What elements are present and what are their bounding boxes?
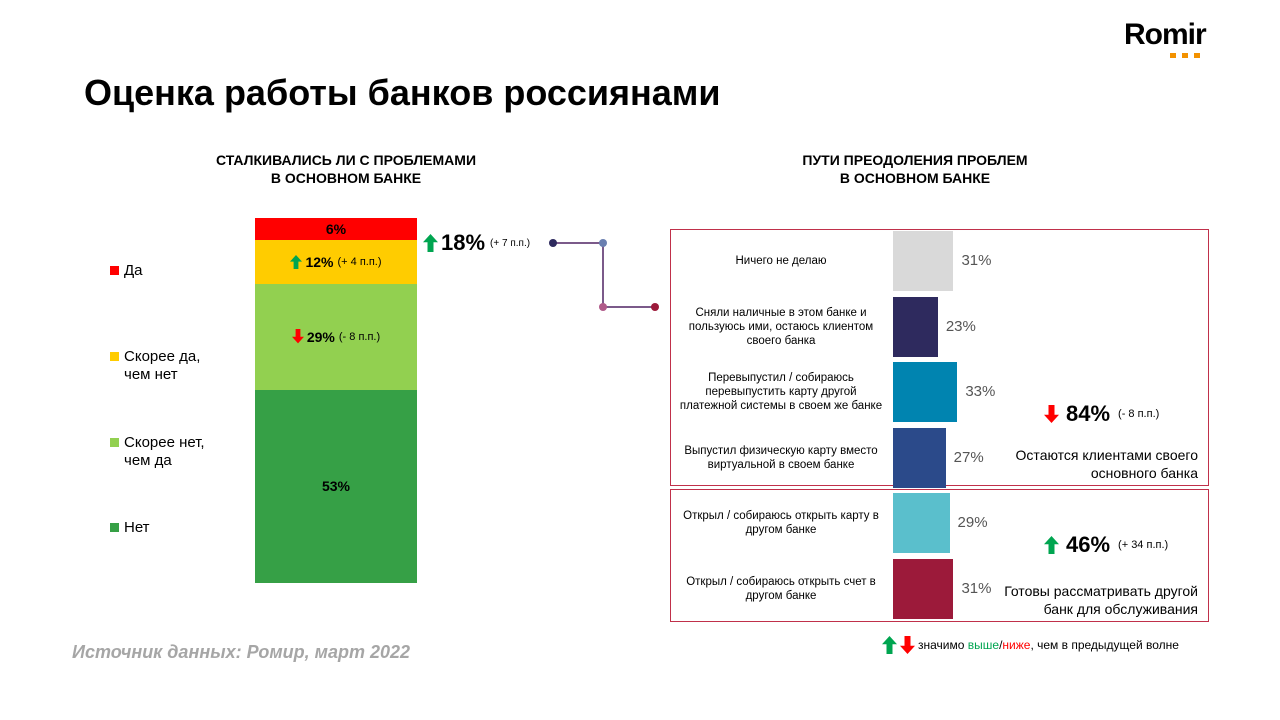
- bar-segment: [255, 389, 417, 583]
- group-text: Остаются клиентами своего основного банк…: [1015, 447, 1198, 481]
- group-summary: 46% (+ 34 п.п.): [1044, 532, 1168, 558]
- group-change: (+ 34 п.п.): [1118, 539, 1169, 551]
- value-label: 53%: [321, 478, 351, 495]
- footnote-text: , чем в предыдущей волне: [1030, 638, 1179, 652]
- value-label: 33%: [965, 383, 996, 400]
- bar-segment: [255, 283, 417, 390]
- logo: Romir: [1124, 18, 1207, 51]
- group-summary: 84% (- 8 п.п.): [1044, 401, 1159, 427]
- bar-segment: [255, 239, 417, 284]
- legend-item: Скорее да, чем нет: [110, 348, 220, 384]
- chart-title: В ОСНОВНОМ БАНКЕ: [270, 170, 422, 186]
- chart-title: СТАЛКИВАЛИСЬ ЛИ С ПРОБЛЕМАМИ: [215, 152, 477, 168]
- summary: 18% (+ 7 п.п.): [423, 230, 530, 256]
- legend-swatch: [110, 523, 119, 532]
- bar: [893, 493, 950, 553]
- data-label: 53%: [255, 390, 417, 583]
- bar: [893, 362, 958, 422]
- category-label: Выпустил физическую карту вместо виртуал…: [684, 444, 878, 471]
- footnote-text: ниже: [1002, 638, 1031, 652]
- bar: [893, 558, 954, 619]
- value-label: 29%: [306, 328, 335, 345]
- connector: [549, 239, 659, 311]
- category-label: Открыл / собираюсь открыть карту в друго…: [683, 510, 879, 536]
- bar: [893, 427, 946, 488]
- arrow-down: [900, 636, 915, 654]
- source: Источник данных: Ромир, март 2022: [72, 642, 411, 662]
- legend-swatch: [110, 352, 119, 361]
- legend-swatch: [110, 266, 119, 275]
- data-label: 29% (- 8 п.п.): [255, 284, 417, 390]
- data-label: 12% (+ 4 п.п.): [255, 240, 417, 284]
- change-label: (+ 4 п.п.): [337, 255, 382, 268]
- value-label: 31%: [961, 579, 992, 597]
- footnote: значимо выше / ниже, чем в предыдущей волн…: [882, 636, 1179, 654]
- group-box: [670, 489, 1209, 622]
- bar: [893, 296, 938, 357]
- footnote-arrows: [882, 636, 918, 654]
- chart-title: ПУТИ ПРЕОДОЛЕНИЯ ПРОБЛЕМ: [802, 152, 1028, 168]
- legend-item: Скорее нет, чем да: [110, 434, 220, 470]
- summary-value: 18%: [441, 230, 486, 255]
- legend-label: Нет: [124, 519, 150, 536]
- category-label: Сняли наличные в этом банке и пользуюсь …: [688, 306, 874, 347]
- group-value: 46%: [1066, 532, 1111, 557]
- legend-item: Нет: [110, 519, 220, 537]
- value-label: 29%: [957, 514, 988, 531]
- summary-change: (+ 7 п.п.): [490, 237, 531, 249]
- footnote-text: значимо: [918, 638, 965, 652]
- arrow-up: [423, 234, 438, 252]
- chart-title: В ОСНОВНОМ БАНКЕ: [839, 170, 991, 186]
- legend-label: Скорее нет, чем да: [124, 434, 205, 469]
- group-value: 84%: [1066, 401, 1111, 426]
- legend-item: Да: [110, 262, 220, 280]
- value-label: 27%: [953, 448, 984, 466]
- bar-segment: [255, 218, 417, 240]
- arrow-up: [1044, 536, 1059, 554]
- logo-dots: [1170, 53, 1200, 58]
- footnote-text: /: [999, 638, 1003, 652]
- change-label: (- 8 п.п.): [338, 330, 381, 343]
- legend-label: Скорее да, чем нет: [124, 348, 201, 383]
- legend-swatch: [110, 438, 119, 447]
- arrow-up: [290, 254, 303, 269]
- value-label: 12%: [305, 253, 334, 270]
- data-label: 6%: [255, 218, 417, 240]
- group-text: Готовы рассматривать другой банк для обс…: [1004, 583, 1198, 617]
- slide-title: Оценка работы банков россиянами: [84, 72, 721, 113]
- value-label: 23%: [945, 317, 976, 335]
- category-label: Открыл / собираюсь открыть счет в другом…: [686, 575, 876, 602]
- value-label: 31%: [961, 252, 992, 269]
- value-label: 6%: [325, 220, 347, 237]
- arrow-down: [291, 329, 304, 344]
- arrow-up: [882, 636, 897, 654]
- arrow-down: [1044, 405, 1059, 423]
- bar: [893, 231, 954, 291]
- legend-label: Да: [124, 262, 143, 279]
- category-label: Ничего не делаю: [735, 255, 827, 267]
- footnote-text: выше: [967, 638, 1000, 652]
- category-label: Перевыпустил / собираюсь перевыпустить к…: [679, 372, 883, 412]
- group-change: (- 8 п.п.): [1118, 408, 1160, 420]
